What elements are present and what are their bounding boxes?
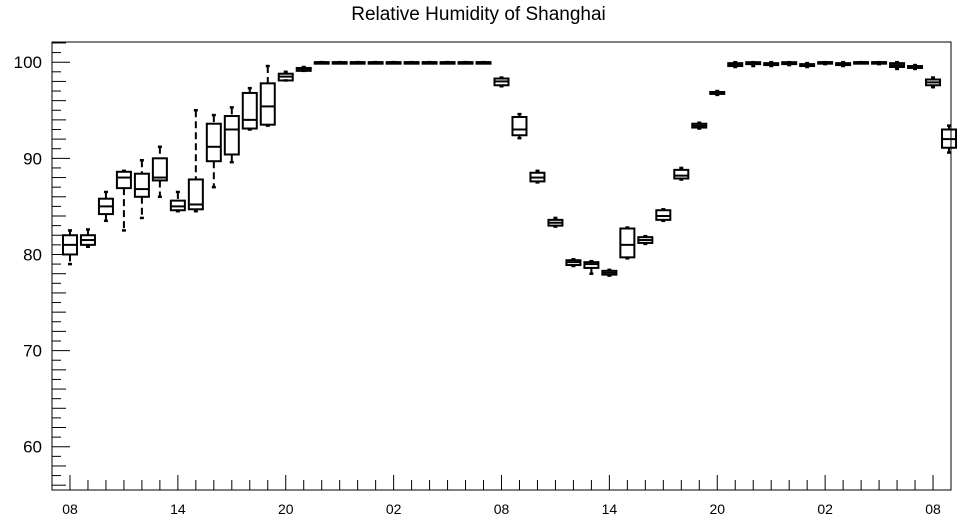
box-body (187, 178, 204, 211)
y-tick-label: 80 (23, 245, 42, 264)
box-mark (889, 60, 906, 71)
box-mark (493, 76, 510, 88)
x-tick-label: 14 (602, 501, 618, 517)
box-mark (169, 190, 186, 213)
box-mark (907, 63, 924, 71)
box-mark (511, 112, 528, 140)
box-mark (871, 60, 888, 66)
box-mark (637, 234, 654, 246)
x-tick-label: 20 (278, 501, 294, 517)
y-axis: 60 70 80 90 100 (14, 42, 70, 486)
y-tick-label: 100 (14, 53, 42, 72)
box-mark (673, 166, 690, 181)
box-mark (313, 60, 330, 65)
box-body (619, 227, 636, 259)
box-mark (565, 258, 582, 268)
box-body (673, 168, 690, 180)
chart-title: Relative Humidity of Shanghai (351, 4, 606, 25)
box-mark (133, 158, 150, 220)
box-mark (655, 208, 672, 223)
box-mark (781, 60, 798, 67)
box-mark (277, 70, 294, 82)
box-mark (61, 229, 78, 266)
box-mark (421, 60, 438, 65)
box-mark (205, 113, 222, 189)
box-mark (115, 169, 132, 232)
box-mark (941, 124, 957, 154)
plot-frame (51, 41, 952, 491)
x-tick-label: 08 (62, 501, 78, 517)
box-mark (601, 268, 618, 277)
box-mark (331, 60, 348, 65)
x-tick-label: 08 (925, 501, 941, 517)
box-mark (529, 169, 546, 184)
box-body (115, 170, 132, 190)
box-mark (853, 60, 870, 65)
box-mark (817, 60, 834, 66)
box-mark (97, 190, 114, 223)
box-mark (835, 60, 852, 68)
box-mark (763, 60, 780, 68)
x-tick-label: 02 (386, 501, 402, 517)
box-body (151, 157, 168, 182)
box-mark (439, 60, 456, 65)
box-mark (187, 109, 204, 213)
box-body (259, 82, 276, 126)
box-mark (727, 60, 744, 69)
x-tick-label: 02 (817, 501, 833, 517)
box-mark (151, 145, 168, 199)
box-mark (79, 228, 96, 249)
y-tick-label: 60 (23, 438, 42, 457)
box-mark (925, 76, 942, 89)
box-mark (799, 61, 816, 69)
box-mark (241, 86, 258, 131)
box-mark (403, 60, 420, 65)
box-body (205, 122, 222, 163)
x-tick-label: 20 (709, 501, 725, 517)
x-tick-label: 14 (170, 501, 186, 517)
box-series (61, 60, 957, 277)
box-mark (457, 60, 474, 65)
box-mark (295, 65, 312, 73)
box-mark (619, 226, 636, 260)
y-tick-label: 70 (23, 342, 42, 361)
box-mark (547, 216, 564, 228)
box-body (511, 115, 528, 137)
box-body (133, 172, 150, 198)
box-body (241, 91, 258, 130)
box-mark (709, 89, 726, 97)
box-mark (385, 60, 402, 65)
box-mark (259, 64, 276, 127)
box-mark (367, 60, 384, 65)
y-tick-label: 90 (23, 149, 42, 168)
box-body (223, 115, 240, 156)
box-mark (691, 121, 708, 130)
box-mark (475, 60, 492, 65)
box-mark (583, 259, 600, 275)
box-mark (349, 60, 366, 65)
x-axis: 08 14 20 02 08 14 20 02 08 (62, 475, 941, 517)
box-mark (223, 106, 240, 164)
box-mark (745, 60, 762, 68)
x-tick-label: 08 (494, 501, 510, 517)
